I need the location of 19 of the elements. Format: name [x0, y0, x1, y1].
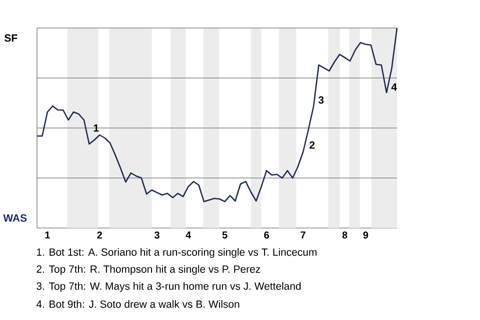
annotation: 3: [318, 96, 324, 104]
x-tick-label: 8: [342, 232, 348, 239]
x-tick-label: 3: [154, 232, 160, 239]
annotation: 1: [94, 124, 99, 132]
x-tick-label: 1: [45, 232, 50, 238]
annotation: 4: [391, 83, 397, 91]
x-tick-label: 6: [264, 232, 269, 239]
x-tick-label: 2: [97, 232, 102, 238]
text: 3. Top 7th: W. Mays hit a 3-run home run vs J. Wetteland: [36, 282, 301, 292]
text: WAS: [3, 214, 27, 222]
x-tick-label: 4: [186, 232, 192, 238]
x-tick-label: 5: [222, 232, 228, 238]
text: 4. Bot 9th: J. Soto drew a walk vs B. Wilson: [36, 300, 240, 308]
x-tick-label: 9: [363, 232, 368, 239]
text: SF: [4, 34, 18, 42]
annotation: 2: [310, 141, 315, 149]
text: 2. Top 7th: R. Thompson hit a single vs P. Perez: [36, 265, 260, 275]
text: 1. Bot 1st: A. Soriano hit a run-scoring single vs T. Lincecum: [36, 248, 316, 258]
x-tick-label: 7: [300, 232, 306, 238]
